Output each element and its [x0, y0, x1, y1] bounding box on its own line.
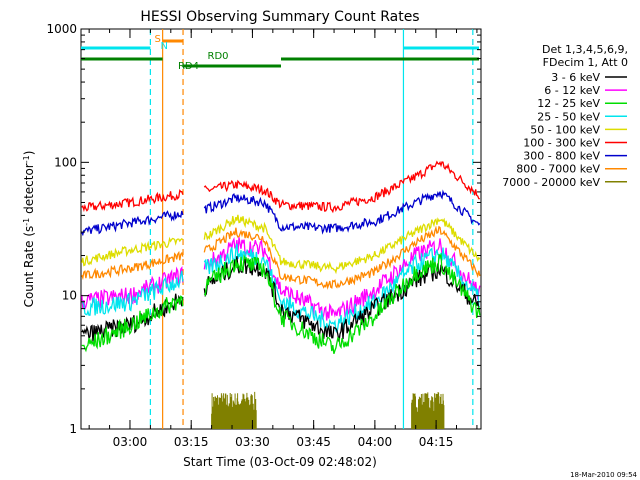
legend: Det 1,3,4,5,6,9, FDecim 1, Att 0 3 - 6 k… [502, 43, 628, 189]
plot-frame [80, 28, 482, 430]
x-tick-label: 04:15 [419, 435, 454, 449]
annotation-label: RD0 [208, 51, 229, 62]
series-line [411, 392, 445, 429]
x-tick-label: 03:15 [174, 435, 209, 449]
legend-entry-label: 100 - 300 keV [523, 137, 600, 150]
legend-header-2: FDecim 1, Att 0 [543, 56, 628, 69]
annotation-label: S [154, 34, 160, 45]
annotation-label: RD4 [178, 61, 199, 72]
legend-header-1: Det 1,3,4,5,6,9, [542, 43, 628, 56]
x-axis-label: Start Time (03-Oct-09 02:48:02) [183, 455, 377, 469]
x-tick-label: 04:00 [358, 435, 393, 449]
x-tick-label: 03:30 [235, 435, 270, 449]
annotation-layer: RD0 RD4 SN [81, 34, 479, 72]
legend-entry-label: 25 - 50 keV [537, 110, 600, 123]
y-tick-label: 10 [62, 289, 77, 303]
legend-entry-label: 800 - 7000 keV [516, 163, 600, 176]
series-line [81, 160, 480, 214]
series-layer [81, 160, 481, 429]
series-line [211, 391, 257, 429]
reference-lines [149, 29, 474, 429]
x-axis-ticks: 03:00 03:15 03:30 03:45 04:00 04:15 [88, 29, 478, 449]
annotation-label: N [161, 41, 168, 52]
series-line [81, 252, 481, 354]
chart-title: HESSI Observing Summary Count Rates [140, 9, 419, 25]
legend-entry-label: 3 - 6 keV [551, 71, 600, 84]
footer-date: 18-Mar-2010 09:54 [570, 471, 637, 479]
legend-entry-label: 7000 - 20000 keV [502, 176, 600, 189]
legend-entry-label: 50 - 100 keV [530, 123, 600, 136]
series-line [81, 189, 481, 237]
series-line [81, 225, 481, 290]
series-line [81, 214, 481, 275]
y-tick-label: 1000 [46, 22, 77, 36]
legend-entry-label: 6 - 12 keV [544, 84, 600, 97]
y-tick-label: 100 [54, 155, 77, 169]
x-tick-label: 03:00 [113, 435, 148, 449]
legend-entry-label: 12 - 25 keV [537, 97, 600, 110]
y-tick-label: 1 [69, 422, 77, 436]
legend-entry-label: 300 - 800 keV [523, 150, 600, 163]
y-axis-ticks: 1 10 100 1000 [46, 22, 481, 436]
x-tick-label: 03:45 [296, 435, 331, 449]
y-axis-label: Count Rate (s-1 detector-1) [22, 151, 37, 308]
